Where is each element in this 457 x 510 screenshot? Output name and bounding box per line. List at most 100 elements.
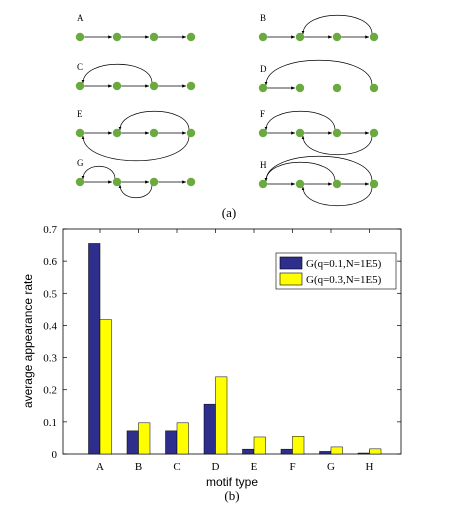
legend-label-series-1: G(q=0.1,N=1E5) — [306, 258, 382, 270]
y-tick-label: 0.5 — [43, 288, 57, 300]
bar-series-1-h — [357, 452, 370, 455]
motif-node — [369, 32, 379, 42]
y-tick-label: 0.6 — [43, 256, 57, 268]
feedback-arc — [264, 59, 373, 86]
legend-swatch-series-2 — [279, 272, 303, 286]
y-axis-label: average appearance rate — [21, 274, 35, 408]
motif-diagrams-panel: A B C D E F G H — [75, 13, 379, 206]
motif-node — [186, 81, 196, 91]
bar-series-1-d — [203, 403, 216, 455]
motif-node — [258, 128, 268, 138]
bar-series-2-h — [369, 448, 382, 455]
x-tick-label: E — [251, 461, 258, 473]
motif-node — [75, 128, 85, 138]
bar-series-1-f — [280, 448, 293, 455]
legend-label-series-2: G(q=0.3,N=1E5) — [306, 274, 382, 286]
feedback-arc — [118, 111, 190, 131]
feedback-arc — [81, 64, 153, 84]
motif-label: C — [77, 62, 83, 72]
x-tick-label: F — [289, 461, 295, 473]
feedback-arc — [118, 184, 153, 198]
bar-series-1-a — [88, 243, 101, 455]
motif-node — [186, 177, 196, 187]
motif-node — [149, 81, 159, 91]
bar-series-2-f — [292, 436, 305, 455]
motif-node — [112, 32, 122, 42]
y-tick-label: 0.7 — [43, 224, 57, 236]
motif-a: A — [75, 13, 196, 42]
motif-c: C — [75, 62, 196, 91]
x-tick-label: H — [366, 461, 374, 473]
bar-series-2-g — [330, 446, 343, 455]
motif-label: A — [77, 13, 84, 23]
motif-label: H — [260, 160, 267, 170]
x-tick-label: B — [135, 461, 142, 473]
bar-series-2-d — [215, 376, 228, 455]
motif-node — [295, 83, 305, 93]
motif-node — [295, 32, 305, 42]
motif-node — [149, 32, 159, 42]
feedback-arc — [264, 155, 373, 182]
bar-series-2-c — [176, 422, 189, 455]
motif-node — [332, 83, 342, 93]
motif-f: F — [258, 109, 379, 155]
bar-series-2-e — [253, 436, 266, 455]
bar-series-2-b — [138, 422, 151, 455]
motif-label: F — [260, 109, 265, 119]
motif-node — [295, 179, 305, 189]
motif-node — [149, 177, 159, 187]
motif-node — [112, 128, 122, 138]
bars-group — [88, 243, 382, 455]
motif-node — [186, 128, 196, 138]
feedback-arc — [264, 111, 336, 131]
y-tick-label: 0 — [52, 449, 58, 461]
motif-d: D — [258, 59, 379, 93]
motif-node — [112, 177, 122, 187]
motif-node — [369, 128, 379, 138]
motif-e: E — [75, 109, 196, 162]
bar-series-1-g — [319, 451, 332, 455]
feedback-arc — [81, 135, 190, 162]
motif-node — [369, 179, 379, 189]
bar-series-1-e — [242, 448, 255, 455]
motif-node — [369, 83, 379, 93]
motif-node — [186, 32, 196, 42]
y-tick-label: 0.1 — [43, 417, 57, 429]
motif-node — [112, 81, 122, 91]
x-tick-label: G — [327, 461, 335, 473]
motif-b: B — [258, 13, 379, 42]
motif-node — [258, 32, 268, 42]
y-tick-label: 0.4 — [43, 320, 57, 332]
feedback-arc — [81, 166, 116, 180]
motif-node — [149, 128, 159, 138]
motif-node — [75, 81, 85, 91]
motif-node — [75, 177, 85, 187]
motif-label: G — [77, 158, 84, 168]
bar-series-1-b — [126, 430, 139, 455]
motif-label: E — [77, 109, 83, 119]
panel-b-caption: (b) — [224, 488, 239, 503]
motif-h: H — [258, 155, 379, 206]
bar-chart-panel: 0 0.1 0.2 0.3 0.4 0.5 0.6 0.7 A B C D E F G H average … — [21, 224, 402, 503]
motif-label: B — [260, 13, 266, 23]
motif-node — [332, 128, 342, 138]
feedback-arc — [301, 135, 373, 155]
motif-node — [75, 32, 85, 42]
motif-node — [258, 179, 268, 189]
x-tick-label: C — [173, 461, 180, 473]
legend-swatch-series-1 — [279, 256, 303, 270]
bar-series-2-a — [99, 319, 112, 455]
panel-a-caption: (a) — [222, 205, 236, 220]
feedback-arc — [301, 15, 373, 35]
x-tick-label: D — [212, 461, 220, 473]
x-tick-label: A — [96, 461, 104, 473]
y-tick-label: 0.3 — [43, 353, 57, 365]
y-axis-ticks: 0 0.1 0.2 0.3 0.4 0.5 0.6 0.7 — [43, 224, 401, 461]
motif-label: D — [260, 64, 267, 74]
y-tick-label: 0.2 — [43, 385, 57, 397]
motif-g: G — [75, 158, 196, 198]
bar-series-1-c — [165, 430, 178, 455]
motif-node — [295, 128, 305, 138]
motif-node — [332, 179, 342, 189]
